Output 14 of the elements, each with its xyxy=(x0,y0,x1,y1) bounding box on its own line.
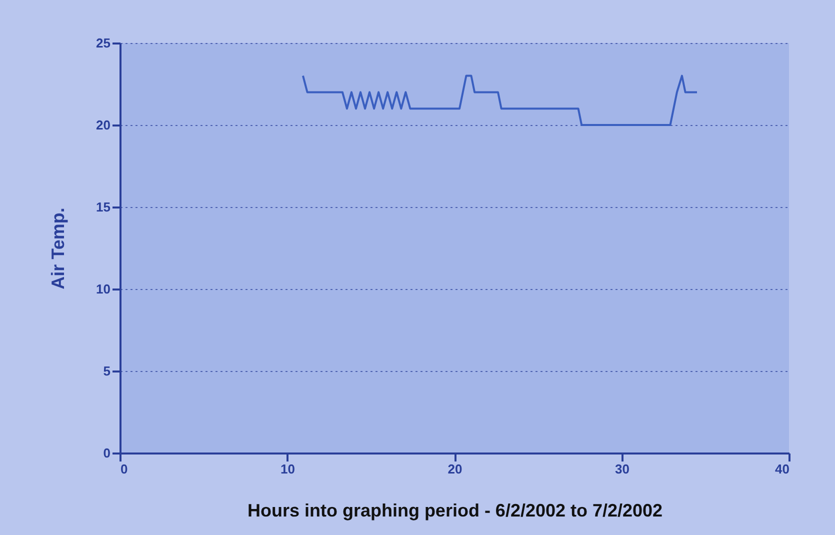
x-tick-label: 30 xyxy=(615,462,630,476)
y-tick-label: 10 xyxy=(96,282,110,296)
x-axis-title: Hours into graphing period - 6/2/2002 to 7/2/2002 xyxy=(247,500,663,520)
x-tick-label: 40 xyxy=(775,462,790,476)
y-tick-label: 15 xyxy=(96,200,110,214)
x-tick-label: 0 xyxy=(120,462,128,476)
y-tick-label: 5 xyxy=(103,364,110,378)
line-series xyxy=(302,74,698,126)
y-tick-label: 20 xyxy=(96,118,110,132)
y-axis-title: Air Temp. xyxy=(48,208,68,290)
y-tick-label: 0 xyxy=(103,446,110,460)
y-tick-label: 25 xyxy=(96,36,110,50)
x-tick-label: 20 xyxy=(448,462,462,476)
x-tick-label: 10 xyxy=(280,462,295,476)
